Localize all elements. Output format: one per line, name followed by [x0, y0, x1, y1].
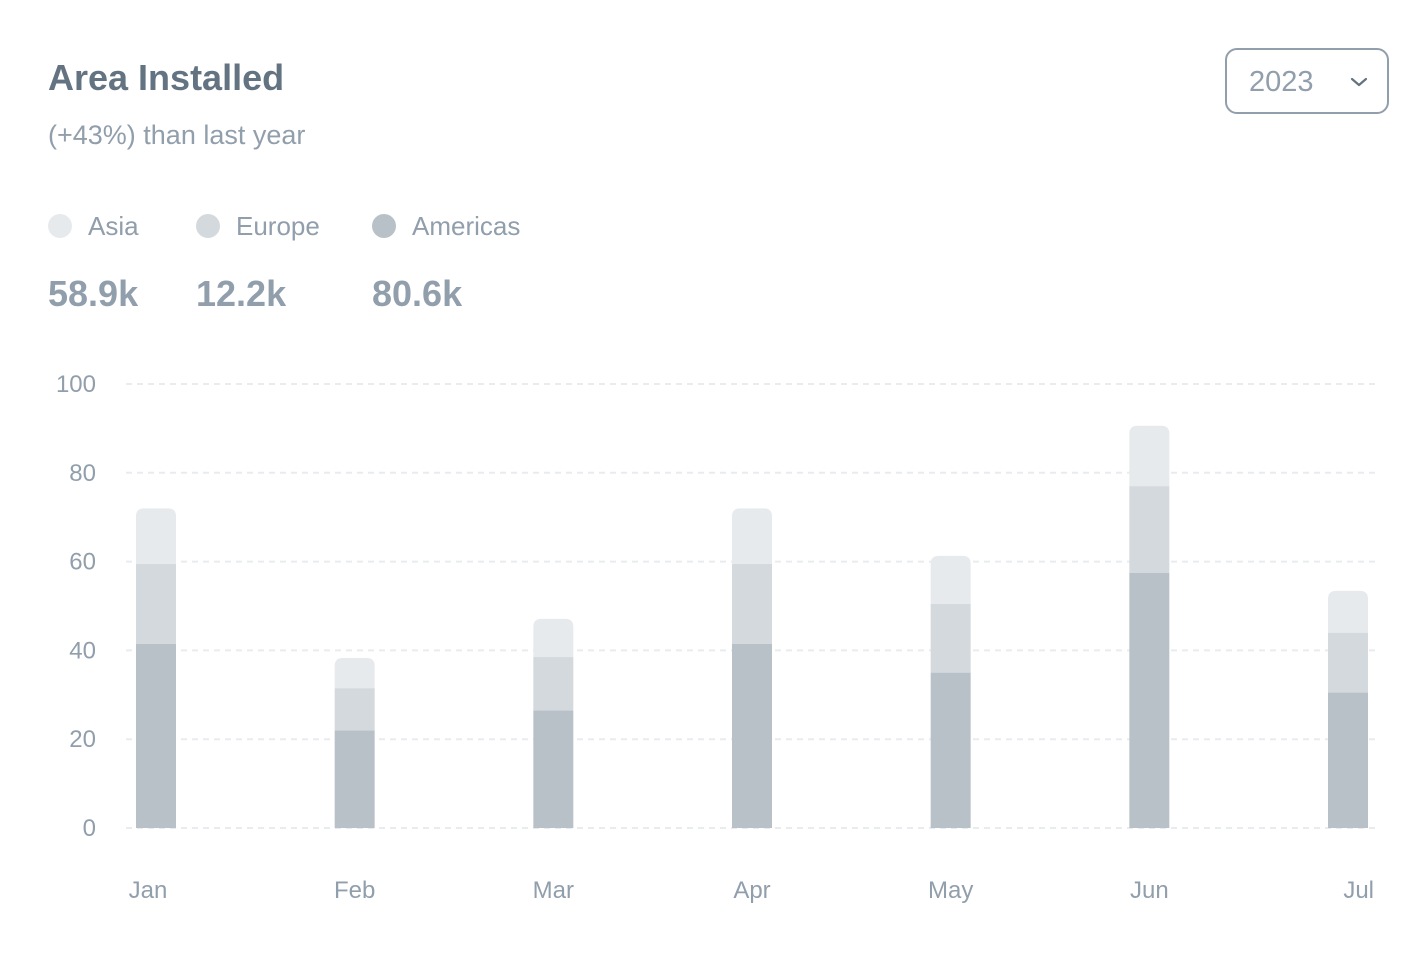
bar-jul-americas — [1328, 692, 1368, 828]
legend-item-americas: Americas 80.6k — [372, 208, 521, 314]
legend-value-europe: 12.2k — [196, 273, 287, 314]
chart-subtitle: (+43%) than last year — [48, 120, 306, 150]
bar-jun-americas — [1129, 572, 1170, 828]
legend-label-americas: Americas — [412, 211, 521, 241]
x-tick-label: Mar — [533, 877, 574, 904]
bar-jul-europe — [1328, 632, 1368, 693]
bar-jan-americas — [136, 643, 176, 828]
chart-legend: Asia 58.9k Europe 12.2k Americas 80.6k — [0, 208, 700, 328]
bar-feb-europe — [334, 688, 375, 731]
chart-title: Area Installed — [48, 57, 285, 98]
y-tick-label: 80 — [69, 460, 96, 487]
legend-item-europe: Europe 12.2k — [196, 208, 320, 314]
x-tick-label: May — [928, 877, 973, 904]
legend-value-asia: 58.9k — [48, 273, 139, 314]
bar-apr-americas — [732, 643, 772, 828]
bar-jun-asia — [1129, 425, 1170, 487]
bar-may-americas — [930, 672, 971, 828]
bar-jan-asia — [136, 508, 176, 564]
bar-feb-asia — [334, 657, 375, 689]
x-tick-label: Jan — [129, 877, 168, 904]
legend-label-asia: Asia — [88, 211, 139, 241]
bar-jan-europe — [136, 563, 176, 644]
legend-label-europe: Europe — [236, 211, 320, 241]
bar-may-europe — [930, 603, 971, 673]
legend-dot-asia — [48, 214, 72, 238]
x-tick-label: Apr — [733, 877, 770, 904]
bar-mar-asia — [533, 618, 574, 658]
bar-apr-asia — [732, 508, 772, 564]
x-tick-label: Jul — [1343, 877, 1374, 904]
x-tick-label: Jun — [1130, 877, 1169, 904]
bar-jun-europe — [1129, 486, 1170, 573]
legend-value-americas: 80.6k — [372, 273, 463, 314]
bar-mar-europe — [533, 657, 574, 711]
bar-feb-americas — [334, 730, 375, 828]
bar-apr-europe — [732, 563, 772, 644]
legend-item-asia: Asia 58.9k — [48, 208, 139, 314]
bar-jul-asia — [1328, 590, 1368, 633]
legend-dot-europe — [196, 214, 220, 238]
y-tick-label: 60 — [69, 549, 96, 576]
bar-mar-americas — [533, 710, 574, 828]
chevron-down-icon — [1350, 77, 1368, 87]
year-select[interactable]: 2023 — [1225, 48, 1389, 114]
bar-may-asia — [930, 555, 971, 604]
year-select-value: 2023 — [1249, 66, 1314, 98]
x-tick-label: Feb — [334, 877, 375, 904]
legend-dot-americas — [372, 214, 396, 238]
y-tick-label: 100 — [56, 371, 96, 398]
y-tick-label: 0 — [83, 815, 96, 842]
y-tick-label: 20 — [69, 726, 96, 753]
y-tick-label: 40 — [69, 637, 96, 664]
